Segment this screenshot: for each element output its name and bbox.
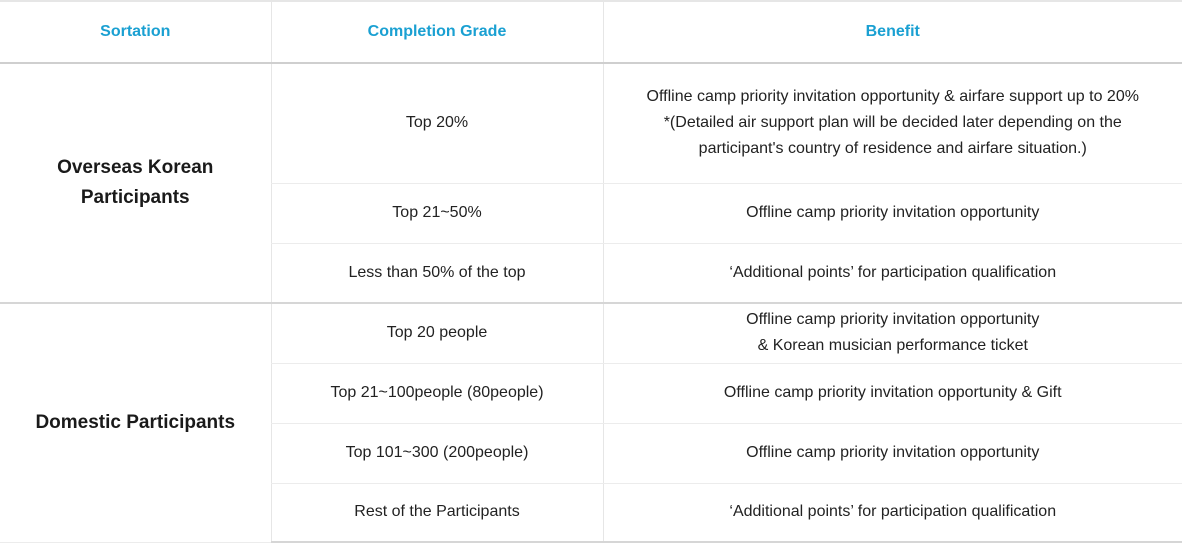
benefit-cell: Offline camp priority invitation opportu… [602,423,1182,484]
table-row: Less than 50% of the top ‘Additional poi… [0,243,1182,304]
benefit-cell: Offline camp priority invitation opportu… [602,63,1182,184]
benefit-cell: Offline camp priority invitation opportu… [602,303,1182,364]
group-label-domestic: Domestic Participants [0,303,271,543]
benefit-line: participant's country of residence and a… [698,140,1087,158]
grade-cell: Top 21~100people (80people) [270,363,603,424]
group-label-line: Overseas Korean [57,157,214,178]
table-row: Domestic Participants Top 20 people Offl… [0,303,1182,543]
grade-cell: Top 20% [270,63,603,184]
benefit-line: Offline camp priority invitation opportu… [646,88,1139,106]
grade-cell: Rest of the Participants [270,483,603,543]
table-row: Top 21~100people (80people) Offline camp… [0,363,1182,424]
table-body: Overseas Korean Participants Top 20% Off… [0,63,1182,543]
grade-cell: Top 20 people [270,303,603,364]
header-completion-grade: Completion Grade [270,0,603,64]
benefit-line: Offline camp priority invitation opportu… [746,311,1040,329]
header-sortation: Sortation [0,0,271,64]
benefit-cell: Offline camp priority invitation opportu… [602,183,1182,244]
table-row: Rest of the Participants ‘Additional poi… [0,483,1182,543]
table-row: Overseas Korean Participants Top 20% Off… [0,63,1182,304]
table-row: Top 21~50% Offline camp priority invitat… [0,183,1182,244]
header-row: Sortation Completion Grade Benefit [0,0,1182,64]
group-label-line: Participants [80,187,190,208]
grade-cell: Less than 50% of the top [270,243,603,304]
grade-cell: Top 21~50% [270,183,603,244]
group-label-overseas: Overseas Korean Participants [0,63,271,304]
table-header: Sortation Completion Grade Benefit [0,0,1182,64]
benefit-cell: Offline camp priority invitation opportu… [602,363,1182,424]
benefit-line: & Korean musician performance ticket [757,337,1028,355]
header-benefit: Benefit [602,0,1182,64]
grade-cell: Top 101~300 (200people) [270,423,603,484]
benefit-cell: ‘Additional points’ for participation qu… [602,243,1182,304]
table-row: Top 101~300 (200people) Offline camp pri… [0,423,1182,484]
benefit-line: *(Detailed air support plan will be deci… [663,114,1122,132]
benefit-cell: ‘Additional points’ for participation qu… [602,483,1182,543]
group-label-line: Domestic Participants [35,411,236,433]
